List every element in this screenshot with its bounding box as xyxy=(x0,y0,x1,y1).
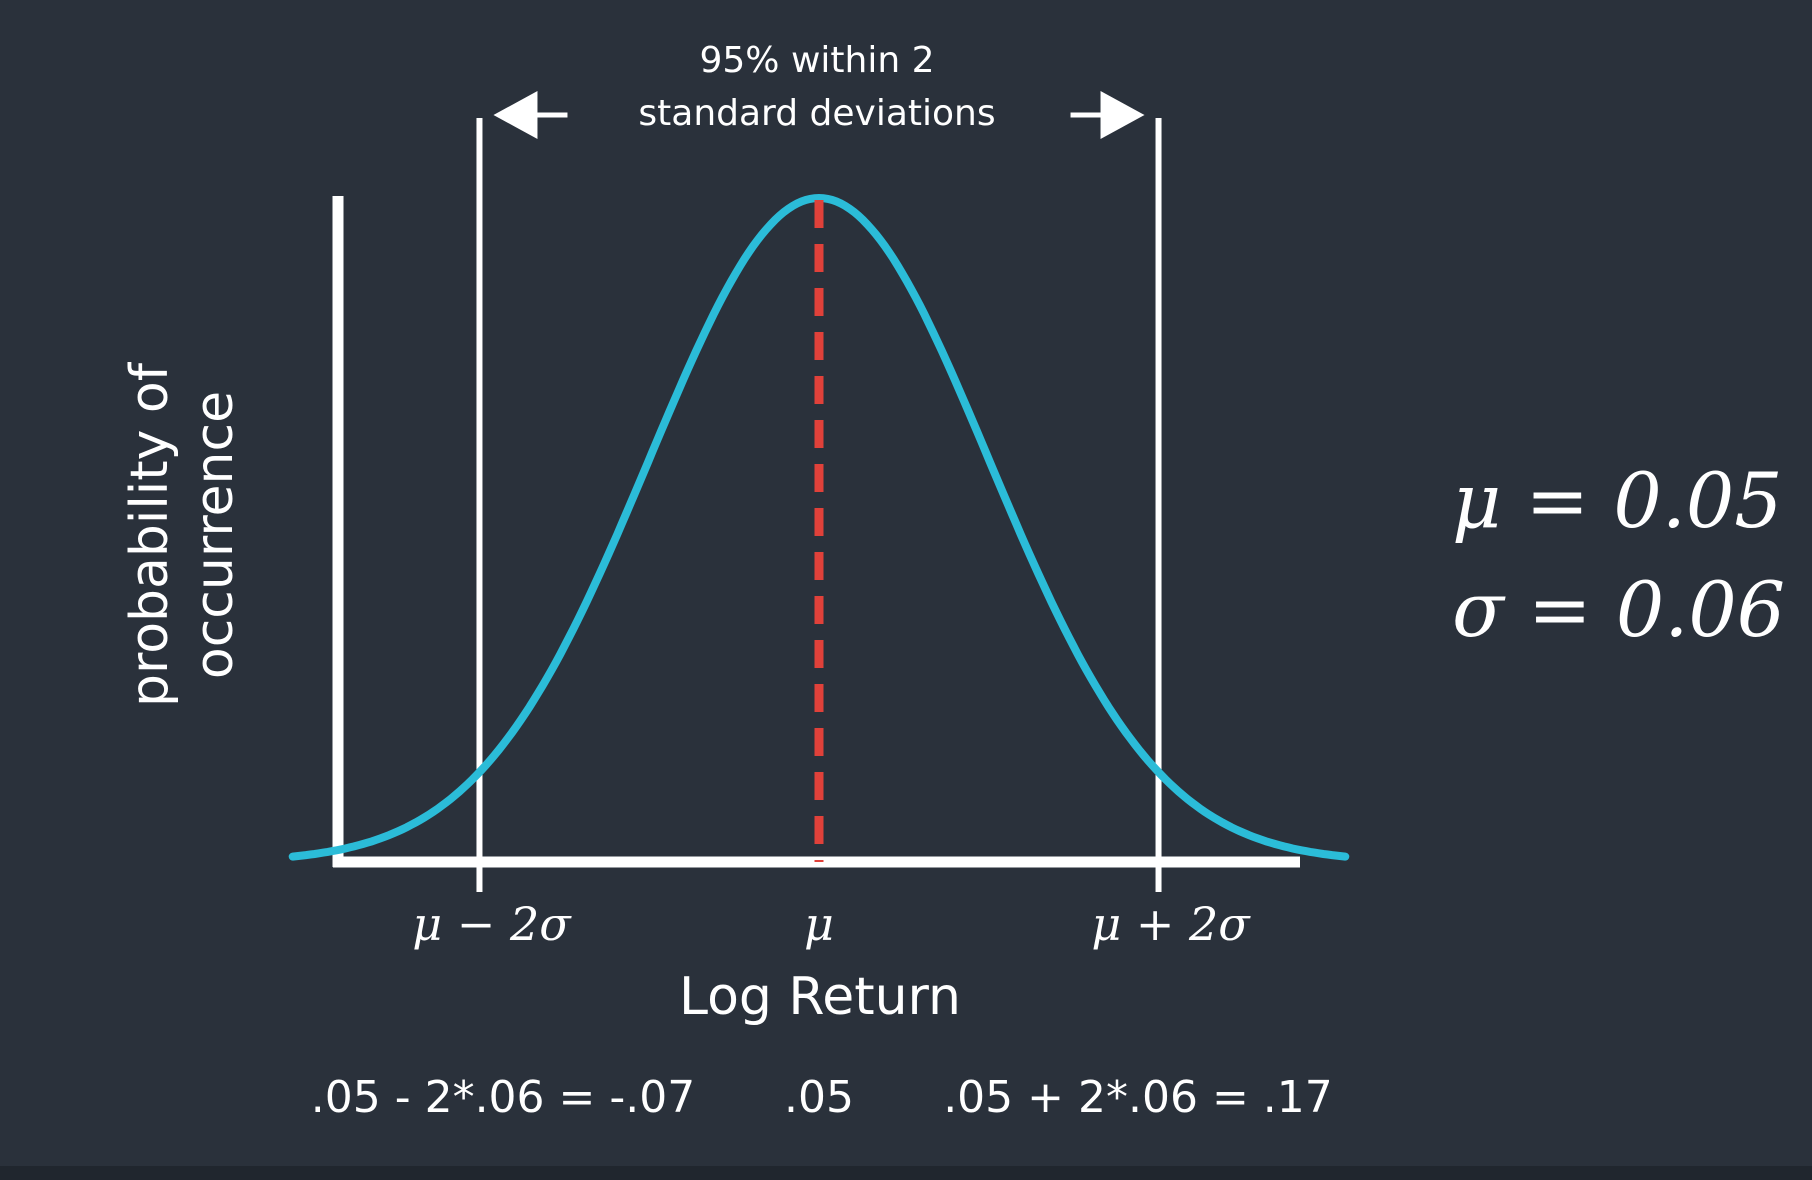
sigma-parameter: σ = 0.06 xyxy=(1452,565,1785,654)
y-axis-label-line1: probability of xyxy=(120,361,180,707)
tick-label-mu-plus-2sigma: μ + 2σ xyxy=(1091,897,1251,951)
y-axis-label-line2: occurrence xyxy=(185,391,245,679)
annotation-line2: standard deviations xyxy=(638,93,995,134)
computed-label-upper: .05 + 2*.06 = .17 xyxy=(943,1072,1333,1123)
bottom-strip xyxy=(0,1166,1812,1180)
tick-label-mu: μ xyxy=(804,897,834,951)
tick-label-mu-minus-2sigma: μ − 2σ xyxy=(412,897,572,951)
x-axis-label: Log Return xyxy=(679,967,961,1027)
annotation-line1: 95% within 2 xyxy=(699,40,934,81)
computed-label-lower: .05 - 2*.06 = -.07 xyxy=(311,1072,695,1123)
mu-parameter: μ = 0.05 xyxy=(1452,456,1783,545)
normal-curve-series xyxy=(288,193,1350,861)
annotation-arrowhead-right xyxy=(1100,91,1145,139)
computed-label-mean: .05 xyxy=(784,1072,854,1123)
annotation-arrowhead-left xyxy=(493,91,538,139)
